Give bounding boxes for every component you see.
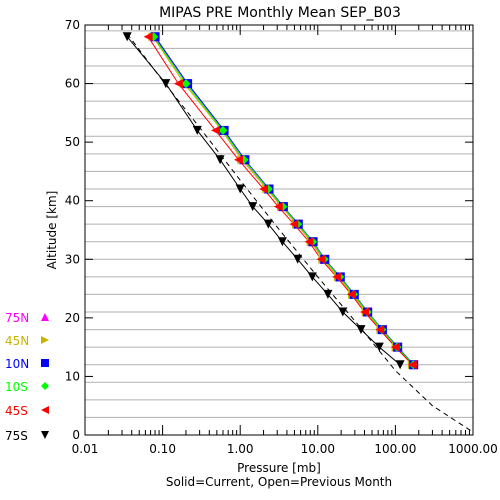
data-point-45s — [407, 360, 417, 370]
legend-marker-10s — [41, 382, 49, 390]
data-point-75s — [161, 79, 171, 89]
data-point-75s — [307, 272, 317, 282]
data-point-75s — [235, 184, 245, 194]
data-point-10s — [181, 79, 191, 89]
caption: Solid=Current, Open=Previous Month — [166, 475, 392, 489]
data-point-45s — [360, 307, 369, 317]
legend-label-45s: 45S — [5, 404, 28, 418]
legend-label-10n: 10N — [5, 357, 29, 371]
legend-marker-75s — [41, 431, 49, 439]
legend-label-75n: 75N — [5, 311, 29, 325]
legend-marker-45n — [41, 336, 49, 344]
x-tick-label: 0.10 — [149, 442, 176, 456]
data-point-75s — [248, 202, 258, 212]
x-tick-label: 100.00 — [374, 442, 416, 456]
y-tick-label: 0 — [72, 428, 80, 442]
data-point-45s — [234, 155, 243, 165]
chart-title: MIPAS PRE Monthly Mean SEP_B03 — [159, 5, 401, 21]
data-point-45s — [304, 237, 314, 247]
y-tick-label: 40 — [65, 194, 80, 208]
legend-marker-45s — [41, 406, 49, 414]
x-tick-label: 1.00 — [227, 442, 254, 456]
legend-marker-10n — [41, 359, 49, 367]
y-tick-label: 70 — [65, 18, 80, 32]
data-point-45s — [346, 289, 356, 299]
x-tick-label: 1000.00 — [448, 442, 498, 456]
data-point-45s — [375, 325, 385, 335]
legend: 75N 45N 10N 10S 45S 75S — [5, 311, 49, 443]
data-point-45s — [316, 254, 326, 264]
series-line-10n — [154, 36, 415, 366]
data-point-75s — [356, 325, 366, 335]
x-axis: 0.01 0.10 1.00 10.00 100.00 1000.00 — [72, 25, 498, 456]
x-tick-label: 0.01 — [72, 442, 99, 456]
y-axis: 0 10 20 30 40 50 60 70 — [65, 18, 473, 442]
legend-marker-75n — [41, 313, 49, 321]
data-point-45s — [289, 219, 299, 229]
legend-label-75s: 75S — [5, 429, 28, 443]
series-line-75s — [126, 36, 401, 366]
data-point-75s — [338, 307, 348, 317]
data-point-45s — [259, 184, 269, 194]
data-point-75s — [192, 125, 202, 135]
data-point-75s — [293, 254, 303, 264]
data-point-75s — [122, 32, 132, 42]
x-tick-label: 10.00 — [301, 442, 335, 456]
series-line-10s — [153, 36, 414, 366]
y-tick-label: 30 — [65, 252, 80, 266]
data-point-75s — [277, 237, 287, 247]
series-markers — [122, 32, 419, 370]
y-tick-label: 50 — [65, 135, 80, 149]
data-point-75s — [395, 360, 405, 370]
data-point-45s — [211, 125, 220, 135]
data-point-45s — [390, 342, 400, 352]
y-tick-label: 20 — [65, 311, 80, 325]
reference-line — [126, 33, 474, 433]
data-point-75s — [263, 219, 273, 229]
data-point-45s — [173, 79, 183, 89]
data-point-45s — [143, 32, 153, 42]
data-point-75s — [215, 155, 225, 165]
reference-profile — [126, 33, 474, 433]
plot-frame — [84, 24, 474, 436]
data-point-75s — [323, 289, 333, 299]
data-point-10s — [218, 125, 228, 135]
x-axis-label: Pressure [mb] — [237, 461, 321, 475]
y-tick-label: 10 — [65, 369, 80, 383]
legend-label-10s: 10S — [5, 380, 28, 394]
data-point-45s — [273, 202, 283, 212]
grid — [85, 30, 473, 418]
series-line-75n — [153, 36, 414, 366]
legend-label-45n: 45N — [5, 334, 29, 348]
data-point-75s — [374, 342, 384, 352]
y-axis-label: Altitude [km] — [45, 191, 59, 270]
data-point-45s — [332, 272, 342, 282]
y-tick-label: 60 — [65, 77, 80, 91]
